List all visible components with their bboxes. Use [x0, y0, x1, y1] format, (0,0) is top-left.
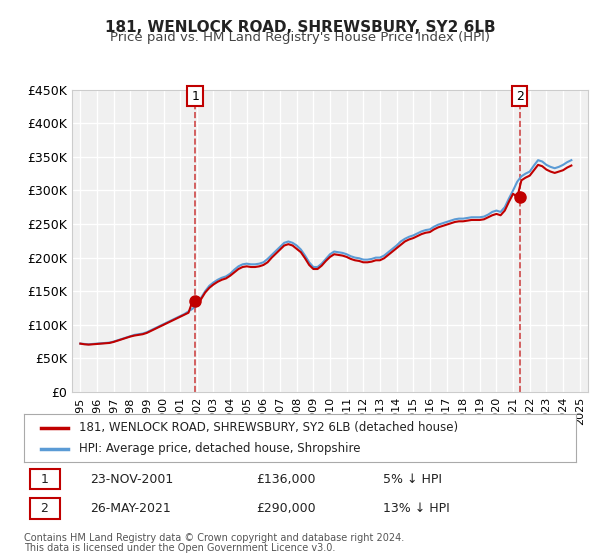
- FancyBboxPatch shape: [29, 498, 60, 519]
- Text: £290,000: £290,000: [256, 502, 316, 515]
- Text: 23-NOV-2001: 23-NOV-2001: [90, 473, 173, 486]
- Text: Contains HM Land Registry data © Crown copyright and database right 2024.: Contains HM Land Registry data © Crown c…: [24, 533, 404, 543]
- Text: This data is licensed under the Open Government Licence v3.0.: This data is licensed under the Open Gov…: [24, 543, 335, 553]
- Text: £136,000: £136,000: [256, 473, 316, 486]
- Text: 26-MAY-2021: 26-MAY-2021: [90, 502, 171, 515]
- Text: 181, WENLOCK ROAD, SHREWSBURY, SY2 6LB (detached house): 181, WENLOCK ROAD, SHREWSBURY, SY2 6LB (…: [79, 421, 458, 434]
- Text: 2: 2: [516, 90, 524, 102]
- Text: 13% ↓ HPI: 13% ↓ HPI: [383, 502, 449, 515]
- Text: 1: 1: [40, 473, 49, 486]
- Text: HPI: Average price, detached house, Shropshire: HPI: Average price, detached house, Shro…: [79, 442, 361, 455]
- Text: Price paid vs. HM Land Registry's House Price Index (HPI): Price paid vs. HM Land Registry's House …: [110, 31, 490, 44]
- Text: 2: 2: [40, 502, 49, 515]
- FancyBboxPatch shape: [29, 469, 60, 489]
- Text: 5% ↓ HPI: 5% ↓ HPI: [383, 473, 442, 486]
- Text: 181, WENLOCK ROAD, SHREWSBURY, SY2 6LB: 181, WENLOCK ROAD, SHREWSBURY, SY2 6LB: [104, 20, 496, 35]
- Text: 1: 1: [191, 90, 199, 102]
